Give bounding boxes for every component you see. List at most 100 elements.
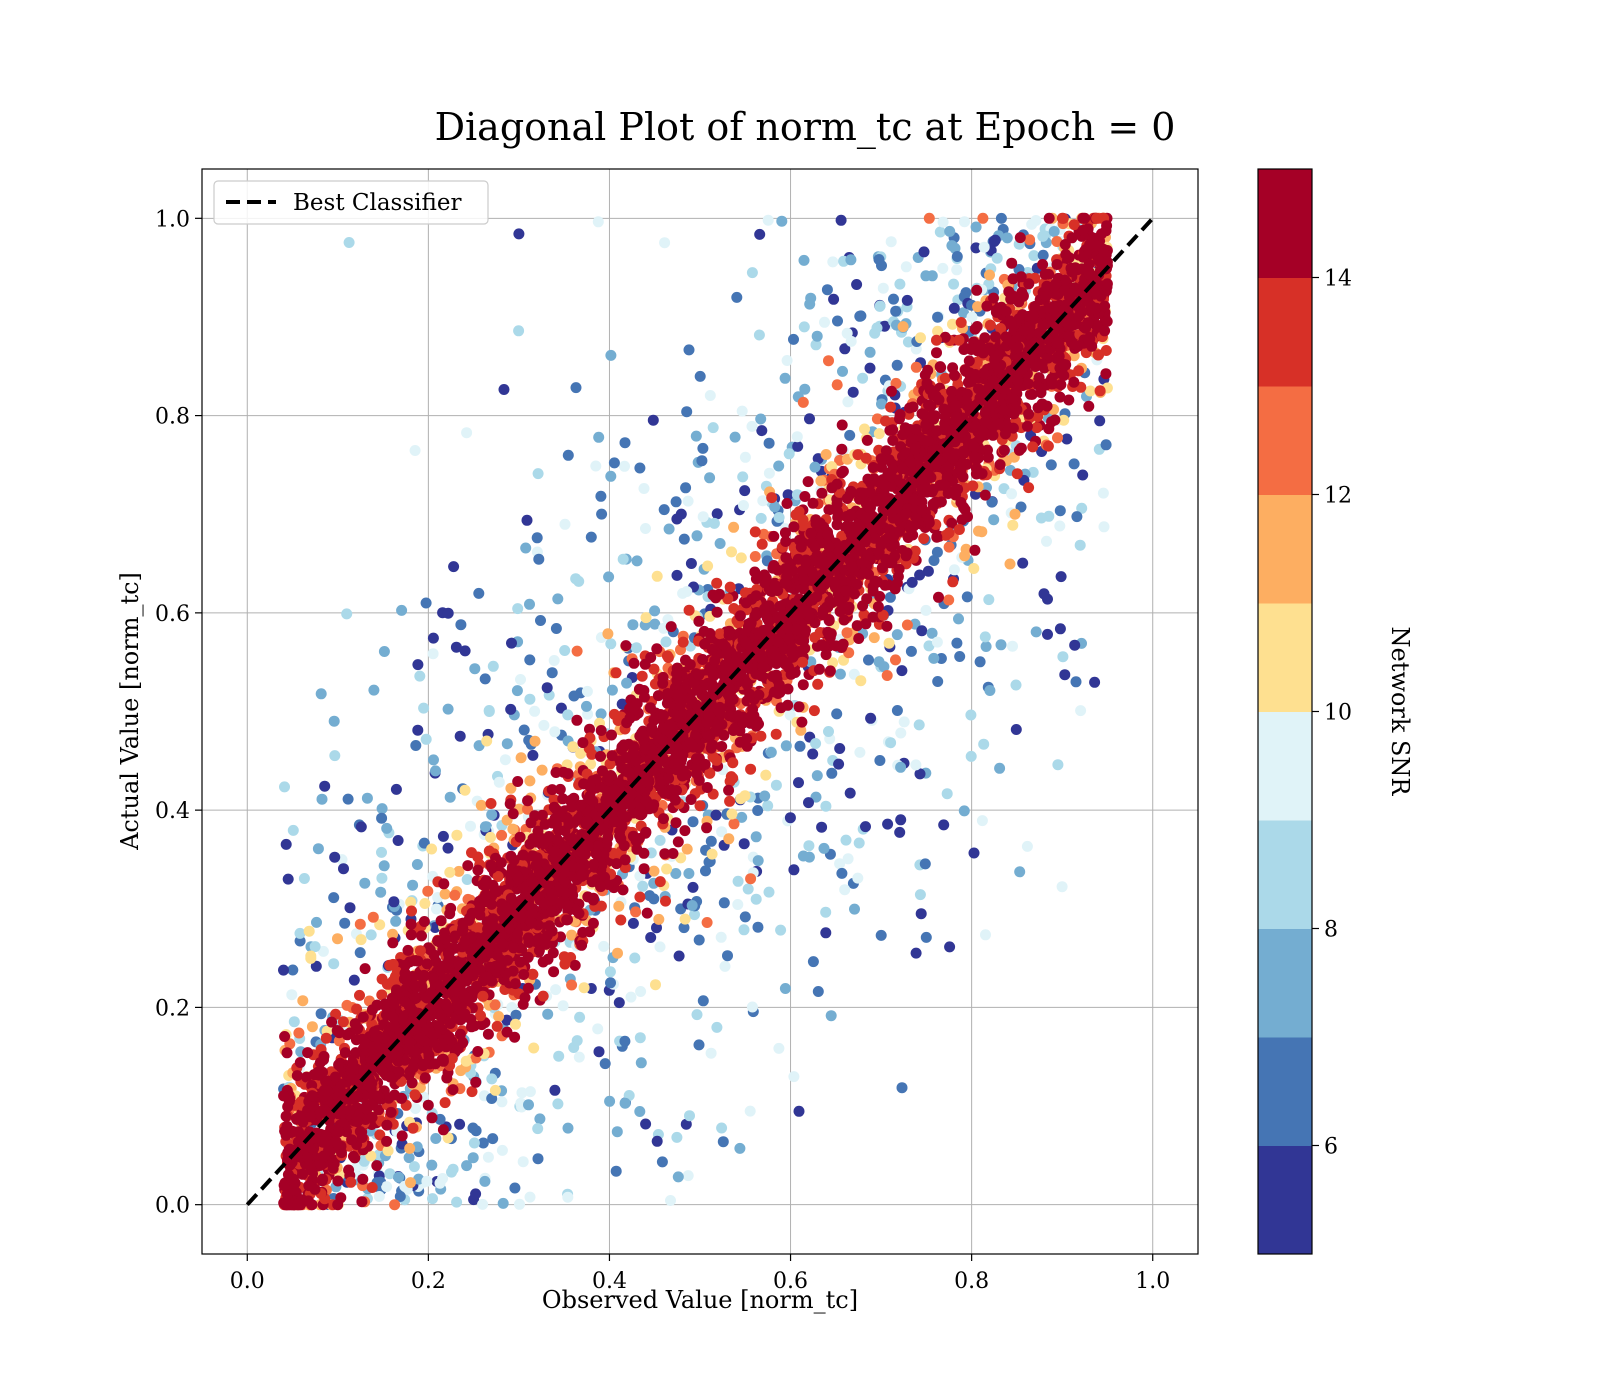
scatter-point <box>435 915 447 927</box>
scatter-point <box>840 834 852 846</box>
scatter-point <box>687 881 699 893</box>
scatter-point <box>661 863 673 875</box>
scatter-point <box>376 803 388 815</box>
scatter-point <box>793 1105 805 1117</box>
scatter-point <box>405 918 417 930</box>
scatter-point <box>667 848 679 859</box>
scatter-point <box>648 865 660 877</box>
scatter-point <box>430 1133 442 1144</box>
scatter-point <box>672 836 684 848</box>
scatter-point <box>606 684 618 696</box>
scatter-point <box>282 873 294 885</box>
scatter-point <box>619 1035 631 1047</box>
scatter-point <box>753 329 765 341</box>
scatter-point <box>752 855 764 867</box>
scatter-point <box>966 311 978 323</box>
scatter-point <box>422 1099 434 1111</box>
scatter-point <box>501 1014 513 1026</box>
scatter-point <box>495 857 507 869</box>
scatter-point <box>770 728 782 740</box>
scatter-point <box>535 615 546 626</box>
scatter-point <box>355 821 367 833</box>
scatter-point <box>317 945 329 957</box>
scatter-point <box>768 530 780 542</box>
scatter-point <box>678 533 690 545</box>
scatter-point <box>627 917 639 929</box>
scatter-point <box>683 604 695 616</box>
scatter-point <box>287 824 299 836</box>
scatter-point <box>382 1145 394 1157</box>
scatter-point <box>718 897 730 909</box>
scatter-point <box>328 892 340 904</box>
scatter-point <box>538 719 550 731</box>
scatter-point <box>889 583 901 595</box>
scatter-point <box>653 913 665 925</box>
scatter-point <box>553 1050 565 1062</box>
scatter-point <box>755 512 767 524</box>
scatter-point <box>704 390 716 401</box>
scatter-point <box>706 848 718 860</box>
scatter-point <box>460 1055 472 1067</box>
scatter-point <box>691 1009 703 1021</box>
scatter-point <box>280 838 292 850</box>
scatter-point <box>482 1151 494 1163</box>
scatter-point <box>1063 394 1075 406</box>
scatter-point <box>418 837 430 849</box>
scatter-point <box>536 764 548 776</box>
scatter-point <box>477 1198 489 1210</box>
scatter-point <box>527 968 539 980</box>
scatter-point <box>886 385 897 397</box>
scatter-point <box>550 767 562 778</box>
scatter-point <box>726 808 738 820</box>
scatter-point <box>384 1168 396 1180</box>
scatter-point <box>944 941 956 953</box>
scatter-point <box>420 733 432 745</box>
scatter-point <box>738 500 749 511</box>
scatter-point <box>663 523 675 535</box>
scatter-point <box>354 918 366 930</box>
scatter-point <box>549 726 561 738</box>
scatter-point <box>581 700 592 712</box>
scatter-point <box>784 812 796 824</box>
scatter-point <box>1039 268 1051 280</box>
scatter-point <box>841 627 853 639</box>
scatter-point <box>1027 441 1039 453</box>
scatter-point <box>834 743 846 754</box>
scatter-point <box>332 933 343 945</box>
scatter-point <box>738 924 750 936</box>
scatter-point <box>873 428 885 440</box>
scatter-point <box>329 851 341 863</box>
scatter-point <box>421 958 433 970</box>
scatter-point <box>948 302 960 314</box>
scatter-point <box>619 1097 631 1109</box>
scatter-point <box>410 1103 421 1114</box>
scatter-point <box>562 709 574 721</box>
scatter-point <box>762 214 774 226</box>
scatter-point <box>687 816 699 828</box>
scatter-point <box>1007 640 1018 652</box>
scatter-point <box>562 1191 574 1203</box>
scatter-point <box>630 906 642 918</box>
scatter-point <box>1048 226 1060 237</box>
scatter-point <box>1042 440 1054 452</box>
scatter-point <box>864 346 876 358</box>
scatter-point <box>515 674 526 685</box>
scatter-point <box>984 685 996 696</box>
scatter-point <box>983 594 995 606</box>
scatter-point <box>637 880 649 892</box>
scatter-point <box>567 741 579 753</box>
scatter-point <box>376 846 387 858</box>
scatter-point <box>725 771 737 783</box>
scatter-point <box>426 843 438 855</box>
scatter-point <box>414 945 426 957</box>
scatter-point <box>444 866 456 878</box>
scatter-point <box>744 1105 756 1117</box>
scatter-point <box>859 423 870 435</box>
scatter-point <box>437 1173 449 1184</box>
scatter-point <box>507 808 519 820</box>
scatter-point <box>371 1160 383 1172</box>
scatter-point <box>605 977 616 989</box>
scatter-point <box>649 618 661 630</box>
scatter-point <box>920 270 932 282</box>
scatter-point <box>939 331 951 343</box>
